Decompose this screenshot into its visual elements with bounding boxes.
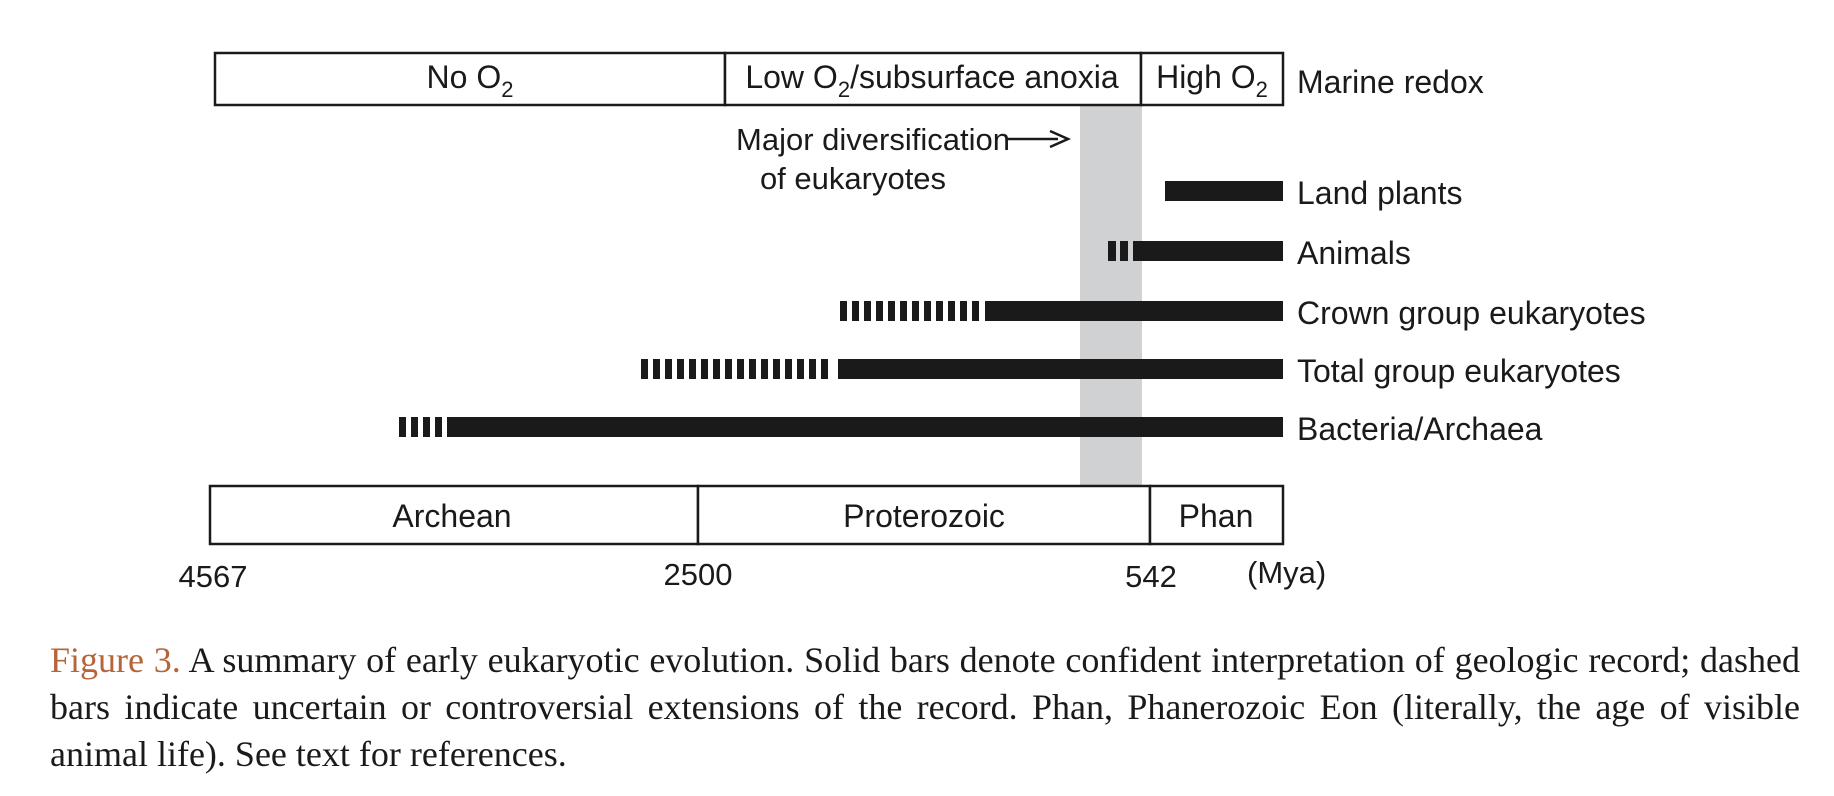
- animals-dash: [1120, 241, 1128, 261]
- figure-caption-lead: Figure 3.: [50, 640, 181, 680]
- eon-proterozoic: [696, 484, 1152, 546]
- total-group-solid-bar: [838, 359, 1283, 379]
- redox-zone-no-o2-label: No O2: [427, 59, 514, 102]
- arrow-right-icon: [1049, 129, 1072, 149]
- time-axis: 4567 2500 542 (Mya): [179, 555, 1327, 594]
- crown-group-solid-bar: [985, 301, 1283, 321]
- lineage-label-bacteria-archaea: Bacteria/Archaea: [1297, 411, 1543, 447]
- figure-caption-text: A summary of early eukaryotic evolution.…: [50, 640, 1800, 774]
- lineage-label-total-group: Total group eukaryotes: [1297, 353, 1621, 389]
- figure-caption: Figure 3. A summary of early eukaryotic …: [50, 637, 1800, 778]
- lineage-bars: [399, 181, 1283, 437]
- eon-phan-label: Phan: [1179, 498, 1254, 534]
- lineage-label-land-plants: Land plants: [1297, 175, 1462, 211]
- total-group-dashes: [641, 359, 828, 379]
- redox-zone-low-o2-label: Low O2/subsurface anoxia: [745, 59, 1119, 102]
- marine-redox-label: Marine redox: [1297, 64, 1484, 100]
- marine-redox-row: No O2 Low O2/subsurface anoxia High O2 M…: [213, 51, 1484, 107]
- redox-zone-no-o2: [213, 51, 727, 107]
- time-tick-label: 2500: [664, 557, 733, 592]
- crown-group-dashes: [840, 301, 979, 321]
- eon-proterozoic-label: Proterozoic: [843, 498, 1005, 534]
- land-plants-solid-bar: [1165, 181, 1283, 201]
- eon-phan: [1148, 484, 1285, 546]
- bacteria-archaea-solid-bar: [453, 417, 1283, 437]
- bacteria-archaea-dashes: [399, 417, 454, 437]
- time-axis-unit: (Mya): [1247, 555, 1326, 590]
- animals-solid-bar: [1133, 241, 1283, 261]
- lineage-labels: Land plants Animals Crown group eukaryot…: [1297, 175, 1646, 447]
- eon-row: Archean Proterozoic Phan: [208, 484, 1285, 546]
- diversification-annotation: Major diversification of eukaryotes: [736, 122, 1072, 196]
- time-tick-label: 4567: [179, 559, 248, 594]
- time-tick-label: 542: [1125, 559, 1177, 594]
- lineage-label-crown-group: Crown group eukaryotes: [1297, 295, 1646, 331]
- annotation-line2: of eukaryotes: [760, 161, 946, 196]
- annotation-line1: Major diversification: [736, 122, 1010, 157]
- eukaryote-evolution-diagram: No O2 Low O2/subsurface anoxia High O2 M…: [179, 51, 1646, 594]
- redox-zone-high-o2-label: High O2: [1156, 59, 1268, 102]
- eon-archean-label: Archean: [392, 498, 511, 534]
- redox-zone-low-o2: [723, 51, 1143, 107]
- eon-archean: [208, 484, 700, 546]
- redox-zone-high-o2: [1139, 51, 1285, 107]
- lineage-label-animals: Animals: [1297, 235, 1411, 271]
- animals-dash: [1108, 241, 1116, 261]
